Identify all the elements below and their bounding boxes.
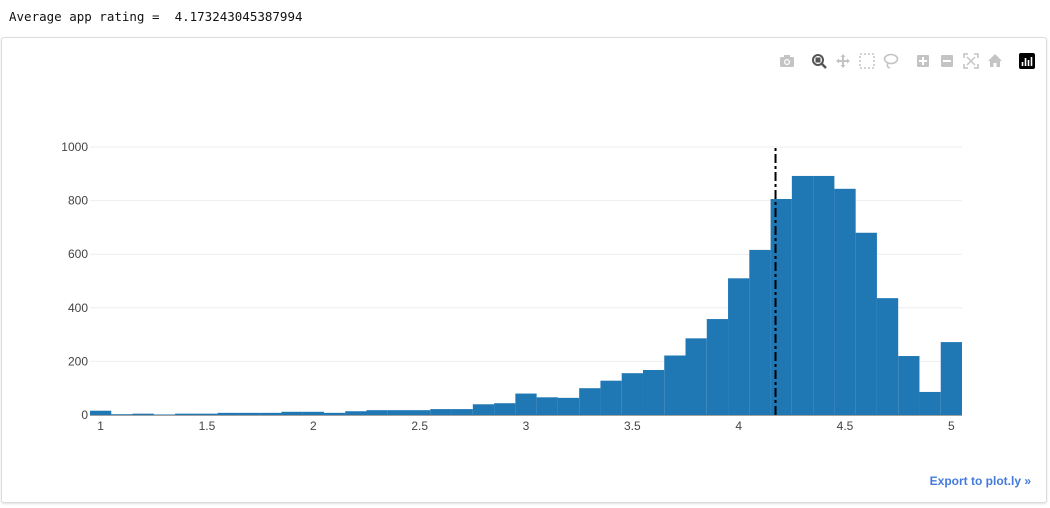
histogram-bar[interactable]	[515, 393, 537, 415]
histogram-bar[interactable]	[536, 397, 558, 415]
zoom-in-icon[interactable]	[917, 55, 929, 67]
histogram-bar[interactable]	[281, 411, 303, 415]
histogram-bar[interactable]	[345, 411, 367, 415]
histogram-bar[interactable]	[621, 373, 643, 415]
histogram-bar[interactable]	[472, 404, 495, 415]
reset-axes-icon[interactable]	[988, 54, 1002, 67]
axis-labels: 0 200 400 600 800 1000 1 1.5 2 2.5 3 3.5 4 4.5 5	[61, 140, 955, 433]
histogram-bar[interactable]	[132, 413, 154, 415]
histogram-bar[interactable]	[706, 319, 729, 415]
histogram-bar[interactable]	[451, 409, 473, 415]
plotly-logo-icon[interactable]	[1019, 53, 1035, 69]
histogram-bar[interactable]	[366, 410, 388, 415]
y-tick-label: 600	[68, 247, 88, 261]
average-rating-label: Average app rating =	[9, 9, 160, 24]
modebar	[780, 53, 1035, 69]
histogram-bar[interactable]	[834, 188, 856, 415]
histogram-bar[interactable]	[557, 397, 580, 415]
histogram-bar[interactable]	[728, 278, 750, 415]
histogram-bar[interactable]	[302, 411, 324, 415]
histogram-bar[interactable]	[387, 410, 410, 415]
pan-icon[interactable]	[836, 54, 850, 68]
histogram-bar[interactable]	[876, 298, 899, 415]
x-tick-label: 2.5	[411, 419, 428, 433]
average-rating-value: 4.173243045387994	[174, 9, 303, 24]
x-tick-label: 2	[310, 419, 317, 433]
histogram-bar[interactable]	[111, 414, 133, 415]
histogram-bar[interactable]	[600, 380, 622, 415]
histogram-bar[interactable]	[323, 412, 346, 415]
histogram-bar[interactable]	[642, 369, 665, 415]
y-tick-label: 0	[81, 408, 88, 422]
histogram-bar[interactable]	[791, 175, 814, 415]
histogram-bar[interactable]	[175, 413, 197, 415]
histogram-bar[interactable]	[770, 198, 792, 415]
x-tick-label: 3	[523, 419, 530, 433]
autoscale-icon[interactable]	[963, 53, 979, 69]
histogram-bar[interactable]	[749, 249, 771, 415]
y-tick-label: 800	[68, 194, 88, 208]
histogram-bar[interactable]	[409, 410, 431, 415]
histogram-chart[interactable]: 0 200 400 600 800 1000 1 1.5 2 2.5 3 3.5 4 4.5 5	[2, 38, 1048, 504]
camera-icon[interactable]	[780, 55, 794, 67]
zoom-icon[interactable]	[812, 54, 827, 69]
x-tick-label: 4	[735, 419, 742, 433]
histogram-bar[interactable]	[494, 403, 516, 415]
histogram-bar[interactable]	[217, 412, 239, 415]
export-to-plotly-link[interactable]: Export to plot.ly »	[929, 474, 1031, 488]
histogram-bar[interactable]	[898, 356, 920, 415]
histogram-bar[interactable]	[238, 412, 261, 415]
lasso-select-icon[interactable]	[883, 53, 899, 69]
plot-container: 0 200 400 600 800 1000 1 1.5 2 2.5 3 3.5 4 4.5 5 Expor…	[1, 37, 1047, 503]
y-tick-label: 1000	[61, 140, 88, 154]
histogram-bar[interactable]	[90, 410, 112, 415]
histogram-bar[interactable]	[260, 412, 282, 415]
histogram-bar[interactable]	[430, 409, 452, 415]
x-tick-label: 4.5	[837, 419, 854, 433]
histogram-bar[interactable]	[855, 232, 877, 415]
x-tick-label: 1.5	[199, 419, 216, 433]
histogram-bar[interactable]	[664, 355, 686, 415]
histogram-bar[interactable]	[919, 391, 941, 415]
output-text: Average app rating = 4.173243045387994	[0, 0, 1050, 36]
box-select-icon[interactable]	[859, 53, 875, 69]
zoom-out-icon[interactable]	[941, 55, 953, 67]
x-tick-label: 3.5	[624, 419, 641, 433]
histogram-bar[interactable]	[940, 342, 962, 415]
histogram-bar[interactable]	[196, 413, 218, 415]
x-tick-label: 1	[97, 419, 104, 433]
histogram-bar[interactable]	[685, 338, 707, 415]
histogram-bar[interactable]	[813, 175, 835, 415]
histogram-bar[interactable]	[153, 414, 176, 415]
y-tick-label: 200	[68, 354, 88, 368]
x-tick-label: 5	[948, 419, 955, 433]
bars-group	[90, 175, 962, 415]
y-tick-label: 400	[68, 301, 88, 315]
histogram-bar[interactable]	[579, 388, 601, 415]
